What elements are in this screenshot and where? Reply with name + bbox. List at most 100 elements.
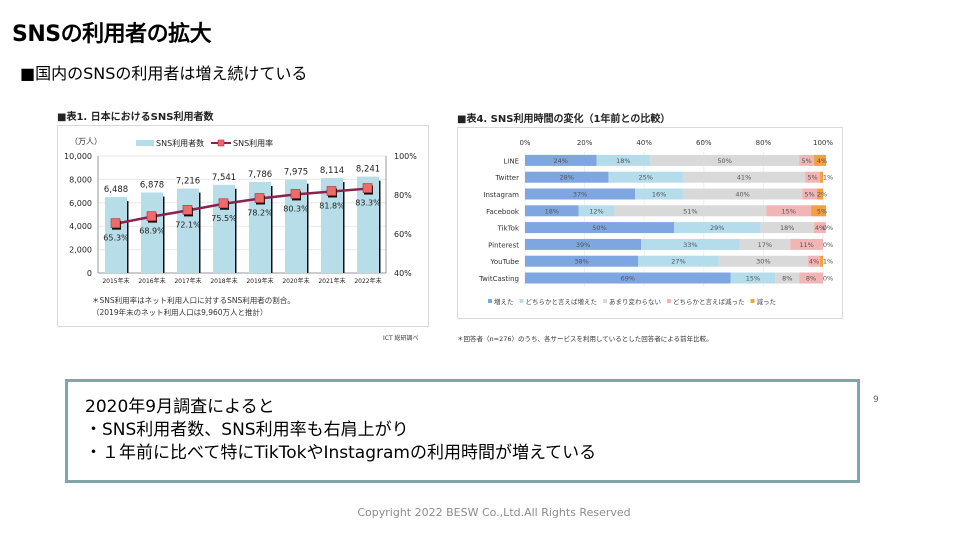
segment-value-label: 30% (756, 258, 770, 266)
segment-value-label: 1% (823, 174, 833, 182)
segment-value-label: 16% (652, 191, 666, 199)
bar-shadow (306, 183, 309, 273)
legend-swatch (750, 299, 755, 303)
bar-users (213, 184, 235, 273)
category-label: Pinterest (488, 241, 519, 249)
bar-value-label: 8,114 (320, 166, 344, 176)
stacked-segment (799, 272, 823, 284)
y2-tick-label: 60% (394, 230, 412, 239)
y-tick-label: 4,000 (69, 222, 92, 231)
chart-right-heading: ■表4. SNS利用時間の変化（1年前との比較） (457, 114, 671, 125)
stacked-segment (525, 154, 597, 166)
stacked-segment (814, 222, 826, 234)
x-tick-label: 40% (636, 139, 652, 147)
category-label: Facebook (486, 208, 520, 216)
legend-label: 減った (757, 297, 777, 306)
stacked-segment (799, 154, 815, 166)
segment-value-label: 15% (746, 275, 760, 283)
segment-value-label: 18% (545, 207, 559, 215)
y2-tick-label: 100% (394, 152, 417, 161)
usage-time-chart: 0% 20% 40% 60% 80% 100% LINE 24% 18% 50% 5% 4% Twitt… (478, 139, 833, 306)
summary-line-1: 2020年9月調査によると (85, 397, 275, 417)
stacked-segment (808, 255, 821, 267)
stacked-segment (775, 272, 800, 284)
stacked-segment (811, 205, 826, 217)
stacked-segment (525, 171, 609, 183)
legend-label: どちらかと言えば増えた (526, 297, 598, 306)
segment-value-label: 4% (815, 224, 825, 232)
segment-value-label: 29% (710, 224, 724, 232)
chart-left-note-1: ＊SNS利用率はネット利用人口に対するSNS利用者の割合。 (92, 296, 295, 305)
bar-value-label: 7,216 (176, 177, 200, 187)
x-tick-label: 2018年末 (210, 277, 237, 285)
segment-value-label: 28% (559, 174, 573, 182)
page-subtitle: ■国内のSNSの利用者は増え続けている (20, 64, 308, 83)
rate-value-label: 75.5% (211, 214, 237, 223)
legend-swatch (488, 299, 492, 303)
rate-value-label: 80.3% (283, 204, 309, 213)
x-tick-label: 2015年末 (102, 277, 129, 285)
category-label: Twitter (495, 174, 520, 182)
rate-marker (146, 211, 157, 221)
x-tick-label: 100% (813, 139, 833, 147)
stacked-segment (608, 171, 683, 183)
chart-left-note-2: （2019年末のネット利用人口は9,960万人と推計） (92, 308, 268, 317)
x-tick-label: 2021年末 (318, 277, 345, 285)
segment-value-label: 12% (589, 207, 603, 215)
category-label: TwitCasting (478, 275, 519, 283)
legend-swatch (519, 299, 524, 303)
stacked-segment (820, 171, 823, 183)
x-tick-label: 80% (756, 139, 772, 147)
segment-value-label: 33% (683, 241, 697, 249)
segment-value-label: 0% (823, 224, 833, 232)
legend-swatch (667, 299, 671, 303)
bar-users (357, 176, 379, 273)
segment-value-label: 24% (554, 157, 568, 165)
rate-value-label: 68.9% (139, 227, 165, 236)
x-tick-label: 2020年末 (282, 277, 309, 285)
stacked-segment (525, 205, 579, 217)
bar-users (141, 192, 163, 273)
stacked-segment (578, 205, 615, 217)
chart-right-note: ＊回答者（n=276）のうち、各サービスを利用しているとした回答者による前年比較… (457, 335, 713, 343)
y-tick-label: 10,000 (64, 152, 92, 161)
summary-line-2: ・SNS利用者数、SNS利用率も右肩上がり (85, 420, 409, 440)
summary-line-3: ・１年前に比べて特にTikTokやInstagramの利用時間が増えている (85, 443, 597, 463)
y-tick-label: 6,000 (69, 199, 92, 208)
stacked-segment (525, 238, 642, 250)
rate-marker (254, 193, 265, 203)
stacked-segment (817, 188, 823, 200)
x-tick-label: 20% (577, 139, 593, 147)
category-label: Instagram (483, 191, 519, 199)
rate-marker (218, 198, 229, 209)
stacked-segment (790, 238, 823, 250)
bar-shadow (342, 182, 345, 273)
segment-value-label: 0% (823, 241, 833, 249)
bar-value-label: 7,541 (212, 173, 236, 183)
segment-value-label: 4% (809, 258, 819, 266)
bar-shadow (270, 185, 273, 273)
stacked-segment (674, 222, 761, 234)
bar-shadow (378, 180, 381, 273)
bar-users (177, 188, 199, 273)
stacked-segment (650, 154, 800, 166)
summary-box: 2020年9月調査によると ・SNS利用者数、SNS利用率も右肩上がり ・１年前… (65, 379, 860, 483)
y-axis-unit-label: （万人） (70, 137, 102, 146)
segment-value-label: 8% (782, 275, 792, 283)
chart-left-source: ICT 総研調べ (383, 335, 419, 342)
stacked-segment (525, 222, 674, 234)
bar-value-label: 7,975 (284, 168, 308, 178)
y2-tick-label: 40% (394, 269, 412, 278)
rate-value-label: 65.3% (103, 234, 129, 243)
segment-value-label: 17% (758, 241, 772, 249)
segment-value-label: 69% (621, 275, 635, 283)
bar-value-label: 7,786 (248, 170, 272, 180)
legend-marker-rate (217, 139, 225, 147)
stacked-segment (718, 255, 809, 267)
rate-marker (290, 189, 301, 199)
segment-value-label: 5% (804, 191, 814, 199)
category-label: YouTube (490, 258, 519, 266)
rate-value-label: 83.3% (355, 199, 381, 208)
bar-shadow (198, 192, 201, 273)
stacked-segment (638, 255, 719, 267)
